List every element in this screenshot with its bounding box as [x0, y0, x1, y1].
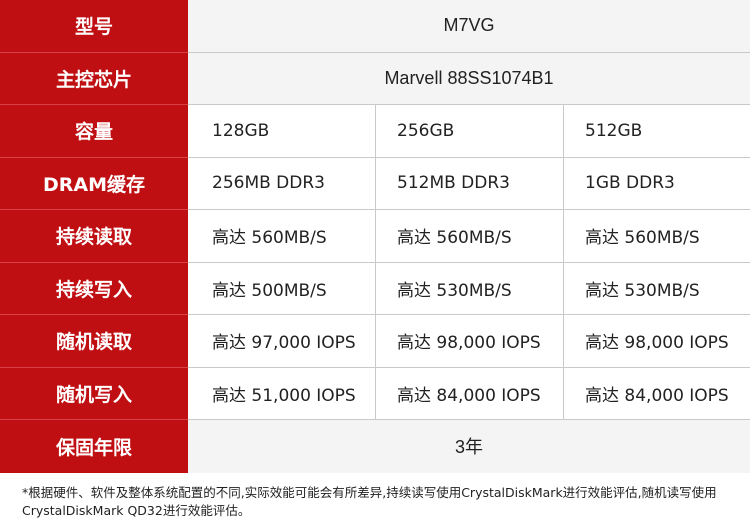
row-values: 高达 97,000 IOPS 高达 98,000 IOPS 高达 98,000 …	[188, 315, 750, 367]
row-label-rand-write: 随机写入	[0, 367, 188, 420]
seq-read-value-1: 高达 560MB/S	[188, 210, 376, 262]
row-values: 高达 560MB/S 高达 560MB/S 高达 560MB/S	[188, 210, 750, 262]
row-label-warranty: 保固年限	[0, 420, 188, 473]
row-model: 型号 M7VG	[0, 0, 750, 53]
row-rand-read: 随机读取 高达 97,000 IOPS 高达 98,000 IOPS 高达 98…	[0, 315, 750, 368]
footnote: *根据硬件、软件及整体系统配置的不同,实际效能可能会有所差异,持续读写使用Cry…	[22, 485, 717, 518]
row-values: 256MB DDR3 512MB DDR3 1GB DDR3	[188, 157, 750, 209]
seq-write-value-3: 高达 530MB/S	[585, 280, 700, 301]
model-value: M7VG	[188, 0, 750, 52]
controller-value: Marvell 88SS1074B1	[188, 52, 750, 104]
capacity-value-1: 128GB	[188, 105, 376, 157]
capacity-value-3: 512GB	[585, 120, 643, 141]
rand-read-value-1: 高达 97,000 IOPS	[188, 315, 376, 367]
seq-write-value-1: 高达 500MB/S	[188, 262, 376, 314]
row-seq-write: 持续写入 高达 500MB/S 高达 530MB/S 高达 530MB/S	[0, 262, 750, 315]
row-controller: 主控芯片 Marvell 88SS1074B1	[0, 52, 750, 105]
row-label-dram-cache: DRAM缓存	[0, 157, 188, 210]
rand-read-value-3: 高达 98,000 IOPS	[585, 333, 729, 354]
row-label-model: 型号	[0, 0, 188, 53]
rand-write-value-3: 高达 84,000 IOPS	[585, 385, 729, 406]
row-label-rand-read: 随机读取	[0, 315, 188, 368]
row-label-seq-read: 持续读取	[0, 210, 188, 263]
row-label-controller: 主控芯片	[0, 52, 188, 105]
warranty-value: 3年	[188, 420, 750, 473]
row-dram-cache: DRAM缓存 256MB DDR3 512MB DDR3 1GB DDR3	[0, 157, 750, 210]
row-seq-read: 持续读取 高达 560MB/S 高达 560MB/S 高达 560MB/S	[0, 210, 750, 263]
row-values: M7VG	[188, 0, 750, 52]
rand-read-value-2: 高达 98,000 IOPS	[376, 315, 564, 367]
row-values: 高达 51,000 IOPS 高达 84,000 IOPS 高达 84,000 …	[188, 367, 750, 419]
row-warranty: 保固年限 3年	[0, 420, 750, 473]
spec-table: 型号 M7VG 主控芯片 Marvell 88SS1074B1 容量 128GB…	[0, 0, 750, 473]
dram-value-2: 512MB DDR3	[376, 157, 564, 209]
seq-read-value-3: 高达 560MB/S	[585, 228, 700, 249]
row-rand-write: 随机写入 高达 51,000 IOPS 高达 84,000 IOPS 高达 84…	[0, 367, 750, 420]
rand-write-value-1: 高达 51,000 IOPS	[188, 367, 376, 419]
rand-write-value-2: 高达 84,000 IOPS	[376, 367, 564, 419]
row-label-seq-write: 持续写入	[0, 262, 188, 315]
row-values: Marvell 88SS1074B1	[188, 52, 750, 104]
row-values: 3年	[188, 420, 750, 473]
dram-value-1: 256MB DDR3	[188, 157, 376, 209]
seq-write-value-2: 高达 530MB/S	[376, 262, 564, 314]
row-values: 128GB 256GB 512GB	[188, 105, 750, 157]
seq-read-value-2: 高达 560MB/S	[376, 210, 564, 262]
row-capacity: 容量 128GB 256GB 512GB	[0, 105, 750, 158]
dram-value-3: 1GB DDR3	[585, 173, 675, 194]
row-values: 高达 500MB/S 高达 530MB/S 高达 530MB/S	[188, 262, 750, 314]
row-label-capacity: 容量	[0, 105, 188, 158]
capacity-value-2: 256GB	[376, 105, 564, 157]
